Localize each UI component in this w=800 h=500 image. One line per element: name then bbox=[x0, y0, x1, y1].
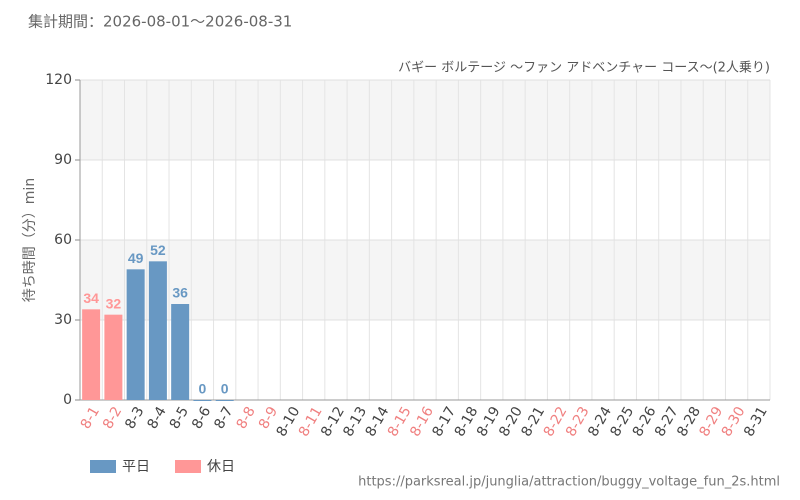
value-label: 34 bbox=[83, 290, 99, 306]
value-label: 49 bbox=[128, 250, 144, 266]
grid-band bbox=[80, 80, 770, 160]
x-tick-label: 8-5 bbox=[167, 404, 192, 432]
y-tick-label: 60 bbox=[54, 232, 72, 248]
bar bbox=[148, 261, 167, 400]
value-label: 36 bbox=[172, 285, 188, 301]
bar bbox=[104, 314, 123, 400]
legend-label: 平日 bbox=[122, 459, 150, 475]
x-tick-label: 8-3 bbox=[122, 404, 147, 432]
x-tick-label: 8-8 bbox=[234, 404, 259, 432]
x-tick-label: 8-2 bbox=[100, 404, 125, 432]
bar bbox=[82, 309, 101, 400]
chart-subtitle: バギー ボルテージ 〜ファン アドベンチャー コース〜(2人乗り) bbox=[398, 61, 770, 76]
x-tick-label: 8-1 bbox=[78, 404, 103, 432]
value-label: 32 bbox=[106, 295, 122, 311]
value-label: 0 bbox=[221, 381, 229, 397]
y-axis-label: 待ち時間（分）min bbox=[22, 178, 38, 302]
legend-swatch bbox=[175, 460, 201, 473]
y-tick-label: 0 bbox=[63, 392, 72, 408]
grid-band bbox=[80, 240, 770, 320]
bar bbox=[171, 304, 190, 400]
value-label: 0 bbox=[199, 381, 207, 397]
y-tick-label: 30 bbox=[54, 312, 72, 328]
bar bbox=[215, 400, 234, 401]
y-tick-label: 120 bbox=[45, 72, 72, 88]
legend-swatch bbox=[90, 460, 116, 473]
legend-label: 休日 bbox=[207, 459, 235, 475]
x-tick-label: 8-7 bbox=[211, 404, 236, 432]
x-tick-label: 8-31 bbox=[741, 404, 771, 440]
source-url: https://parksreal.jp/junglia/attraction/… bbox=[358, 475, 780, 490]
chart-title: 集計期間：2026-08-01～2026-08-31 bbox=[28, 13, 292, 31]
y-tick-label: 90 bbox=[54, 152, 72, 168]
x-tick-label: 8-4 bbox=[145, 404, 170, 432]
x-tick-label: 8-6 bbox=[189, 404, 214, 432]
value-label: 52 bbox=[150, 242, 166, 258]
bar bbox=[126, 269, 145, 400]
bar bbox=[193, 400, 212, 401]
